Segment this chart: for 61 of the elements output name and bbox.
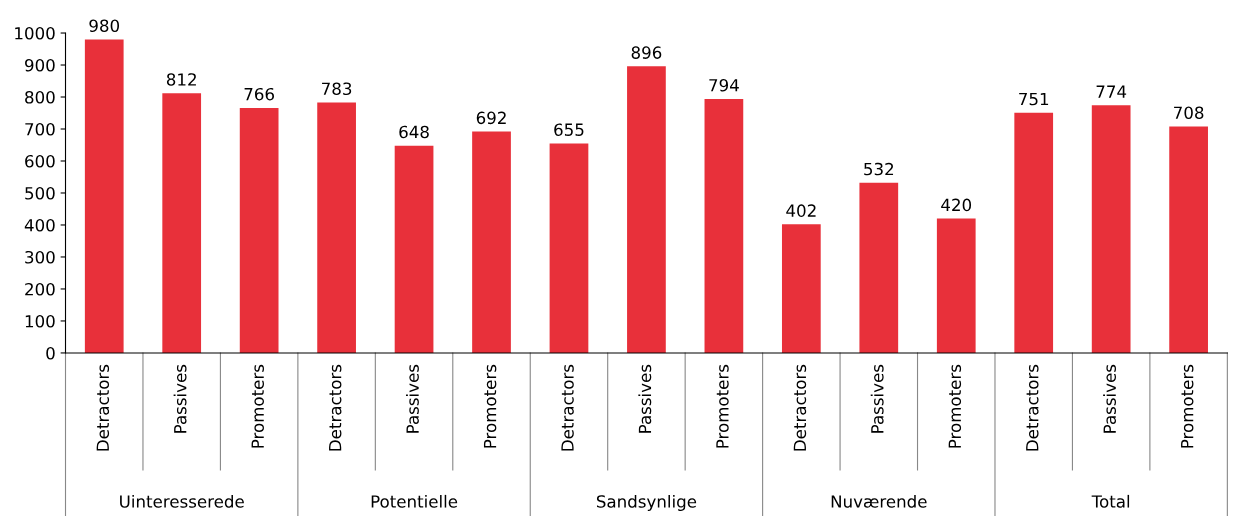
data-label: 420: [941, 198, 972, 212]
data-label: 532: [864, 162, 894, 176]
bar: [936, 218, 976, 353]
bar: [1014, 112, 1054, 353]
bar: [1091, 105, 1131, 353]
bar: [239, 107, 279, 353]
y-tick-label: 700: [25, 122, 55, 136]
x-tick-label: Detractors: [96, 364, 110, 451]
data-label: 812: [166, 73, 196, 86]
text: Potentielle: [371, 494, 458, 508]
text: Sandsynlige: [596, 494, 697, 512]
y-tick-label: 0: [46, 346, 55, 360]
bar: [394, 145, 434, 353]
data-label: 655: [554, 123, 584, 136]
data-label: 774: [1096, 85, 1127, 98]
data-label: 794: [709, 78, 739, 92]
bar: [1169, 126, 1208, 353]
bar: [549, 143, 589, 353]
y-tick-label: 300: [25, 250, 55, 264]
text: Uinteresserede: [120, 494, 244, 508]
y-tick-label: 900: [25, 58, 55, 72]
bar: [162, 93, 202, 353]
data-label: 402: [786, 204, 816, 217]
y-tick-label: 800: [25, 90, 55, 104]
x-tick-label: Passives: [870, 364, 884, 433]
x-tick-label: Passives: [638, 364, 652, 433]
bar: [84, 39, 124, 353]
text: Total: [1091, 494, 1130, 508]
data-label: 692: [476, 111, 506, 125]
text: Nuværende: [831, 494, 927, 508]
x-tick-label: Detractors: [561, 364, 574, 451]
y-tick-label: 600: [25, 154, 55, 168]
x-tick-label: Promoters: [1181, 364, 1194, 448]
y-tick-label: 400: [24, 218, 55, 232]
data-label: 648: [399, 125, 429, 139]
x-tick-label: Detractors: [329, 364, 342, 451]
bar: [317, 102, 356, 353]
y-tick-label: 500: [25, 186, 55, 200]
x-tick-label: Promoters: [251, 364, 264, 448]
bar: [627, 66, 666, 353]
x-tick-label: Detractors: [793, 364, 807, 451]
bar: [472, 131, 511, 353]
y-tick-label: 100: [25, 314, 55, 328]
x-tick-label: Passives: [173, 364, 187, 433]
data-label: 708: [1174, 106, 1204, 120]
y-tick-label: 200: [25, 282, 55, 296]
data-label: 896: [631, 46, 662, 59]
data-label: 783: [322, 82, 352, 96]
x-tick-label: Promoters: [948, 364, 962, 448]
x-tick-label: Promoters: [483, 364, 497, 448]
bar: [859, 182, 899, 353]
bar: [704, 98, 744, 353]
y-tick-label: 1000: [15, 26, 55, 40]
data-label: 980: [89, 19, 120, 33]
x-tick-label: Passives: [1103, 364, 1116, 433]
x-tick-label: Promoters: [716, 364, 729, 448]
x-tick-label: Passives: [405, 364, 419, 433]
bar: [781, 224, 821, 353]
data-label: 751: [1019, 92, 1049, 106]
data-label: 766: [244, 87, 274, 101]
x-tick-label: Detractors: [1026, 364, 1039, 451]
